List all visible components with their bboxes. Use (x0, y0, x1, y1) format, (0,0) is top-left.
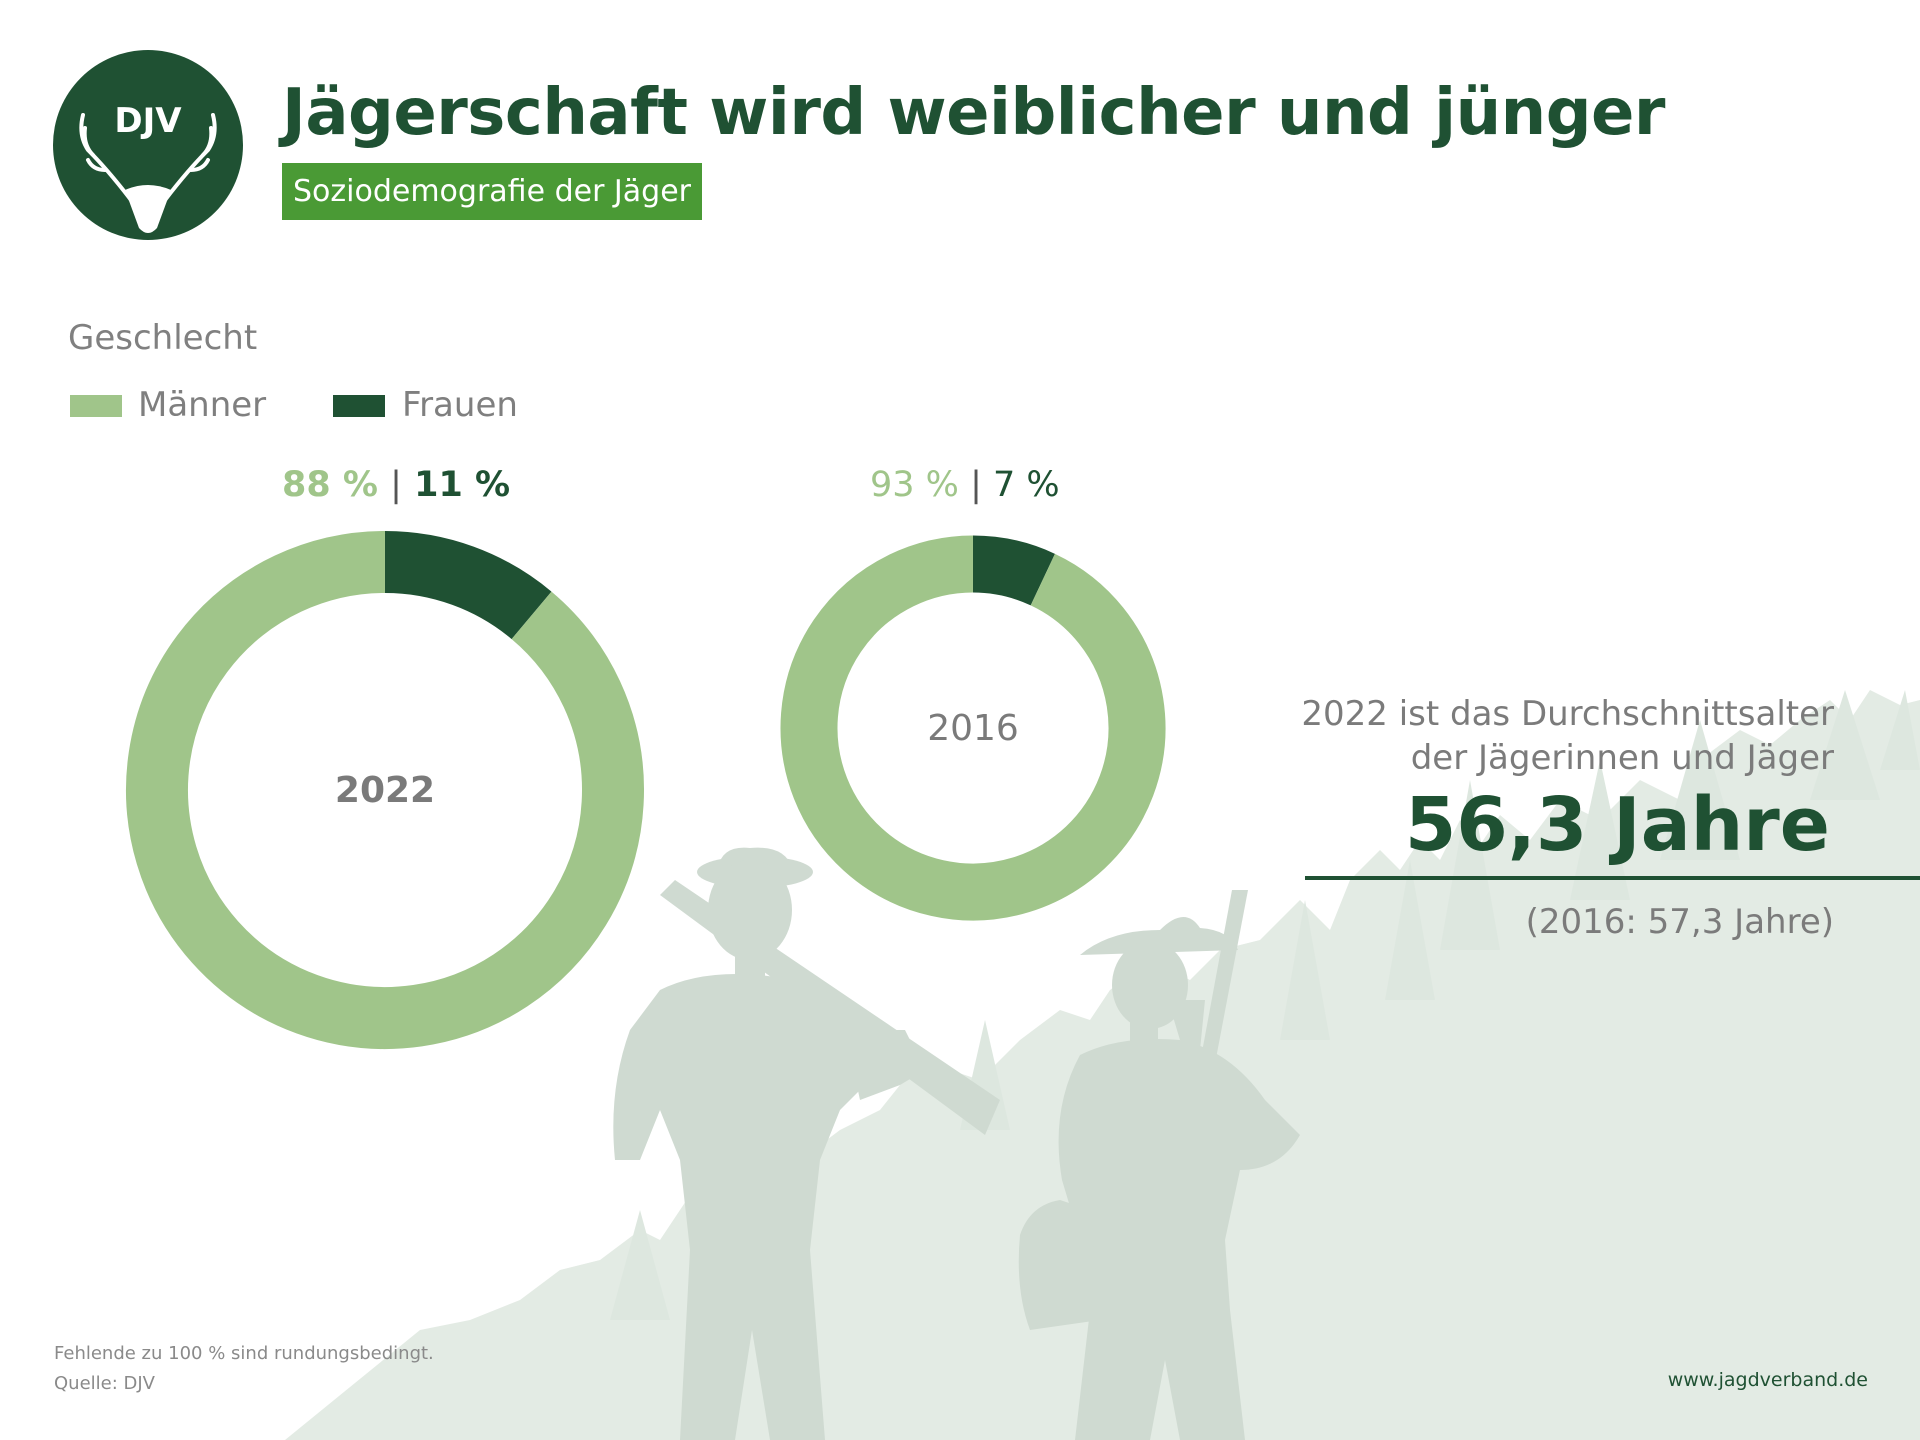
percent-frauen-2016: 7 % (993, 465, 1060, 505)
average-age-line2: der Jägerinnen und Jäger (1410, 738, 1834, 778)
logo-text: DJV (114, 101, 182, 141)
hunter-silhouette-woman (1018, 890, 1300, 1440)
donut-center-label-2022: 2022 (335, 770, 435, 811)
deer-head-icon (125, 185, 171, 233)
website-link[interactable]: www.jagdverband.de (1667, 1369, 1868, 1391)
djv-logo: DJV (53, 50, 243, 240)
average-age-value: 56,3 Jahre (1404, 782, 1830, 868)
donut-slice-maenner-2016 (780, 535, 1166, 921)
legend-label-frauen: Frauen (402, 385, 518, 425)
page-subtitle: Soziodemografie der Jäger (282, 163, 702, 220)
rounding-note: Fehlende zu 100 % sind rundungsbedingt. (54, 1343, 434, 1364)
percent-label-2022: 88 % | 11 % (282, 465, 510, 505)
divider (1305, 876, 1920, 880)
percent-label-2016: 93 % | 7 % (870, 465, 1060, 505)
source-note: Quelle: DJV (54, 1373, 155, 1394)
footnote: Fehlende zu 100 % sind rundungsbedingt. … (54, 1339, 434, 1399)
percent-frauen-2022: 11 % (414, 465, 511, 505)
percent-maenner-2022: 88 % (282, 465, 378, 505)
legend-swatch-maenner (70, 395, 122, 417)
donut-slice-frauen-2016 (972, 535, 1055, 606)
donut-center-label-2016: 2016 (927, 708, 1019, 749)
average-age-description: 2022 ist das Durchschnittsalter der Jäge… (1301, 692, 1834, 780)
donut-slice-maenner-2022 (126, 531, 644, 1049)
percent-separator-2022: | (390, 465, 402, 505)
legend-swatch-frauen (333, 395, 385, 417)
percent-maenner-2016: 93 % (870, 465, 959, 505)
hunter-silhouette-man (613, 847, 1000, 1440)
donut-slice-frauen-2022 (384, 531, 552, 640)
average-age-line1: 2022 ist das Durchschnittsalter (1301, 694, 1834, 734)
section-title: Geschlecht (68, 318, 258, 358)
average-age-previous: (2016: 57,3 Jahre) (1525, 902, 1834, 942)
percent-separator-2016: | (970, 465, 982, 505)
page-title: Jägerschaft wird weiblicher und jünger (282, 76, 1665, 150)
antler-icon (79, 113, 217, 202)
legend-label-maenner: Männer (138, 385, 267, 425)
